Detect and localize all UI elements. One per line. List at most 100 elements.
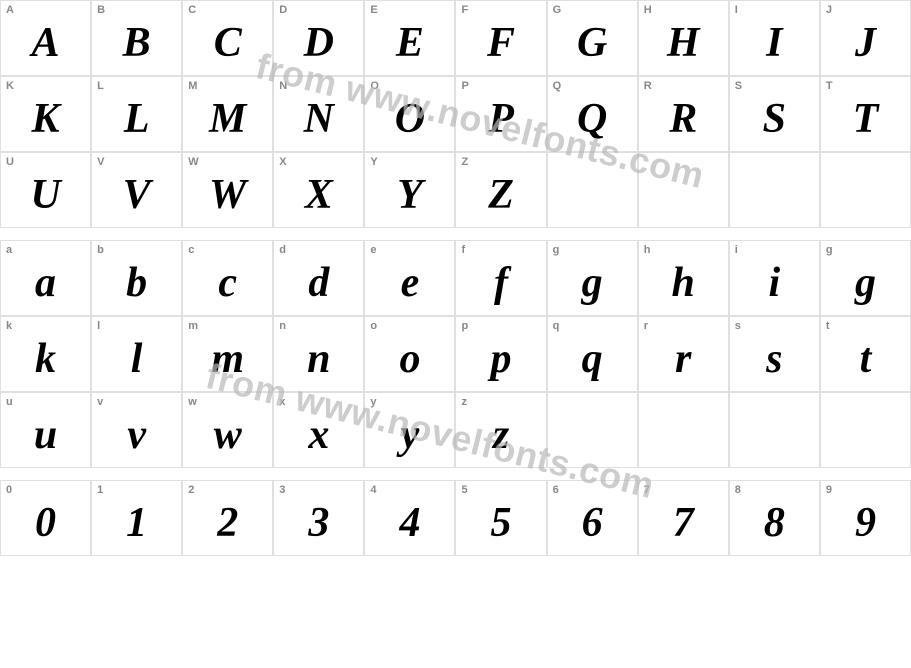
cell-glyph: X [305, 171, 333, 219]
cell-label: U [6, 156, 14, 168]
cell-label: g [553, 244, 560, 256]
cell-label: 4 [370, 484, 376, 496]
cell-glyph: 8 [764, 499, 785, 547]
cell-glyph: k [35, 335, 56, 383]
cell-label: 3 [279, 484, 285, 496]
glyph-cell-empty [547, 392, 638, 468]
cell-label: L [97, 80, 104, 92]
cell-glyph: T [853, 95, 879, 143]
cell-label: W [188, 156, 198, 168]
glyph-cell: aa [0, 240, 91, 316]
glyph-cell: kk [0, 316, 91, 392]
glyph-cell: XX [273, 152, 364, 228]
glyph-cell: PP [455, 76, 546, 152]
cell-label: O [370, 80, 379, 92]
glyph-cell: FF [455, 0, 546, 76]
cell-label: E [370, 4, 377, 16]
cell-label: u [6, 396, 13, 408]
glyph-cell: QQ [547, 76, 638, 152]
glyph-cell: uu [0, 392, 91, 468]
cell-label: V [97, 156, 104, 168]
glyph-cell: 99 [820, 480, 911, 556]
glyph-cell: dd [273, 240, 364, 316]
cell-glyph: d [308, 259, 329, 307]
glyph-cell-empty [820, 152, 911, 228]
cell-label: b [97, 244, 104, 256]
glyph-group-digits: 00112233445566778899 [0, 480, 911, 556]
glyph-cell: ee [364, 240, 455, 316]
cell-glyph: M [209, 95, 246, 143]
glyph-cell: oo [364, 316, 455, 392]
cell-glyph: A [32, 19, 60, 67]
glyph-cell: ww [182, 392, 273, 468]
cell-glyph: w [214, 411, 242, 459]
cell-label: z [461, 396, 467, 408]
glyph-cell: ff [455, 240, 546, 316]
cell-label: v [97, 396, 103, 408]
cell-glyph: G [577, 19, 607, 67]
cell-glyph: x [308, 411, 329, 459]
cell-glyph: g [855, 259, 876, 307]
glyph-cell: 44 [364, 480, 455, 556]
glyph-cell: bb [91, 240, 182, 316]
cell-glyph: r [675, 335, 691, 383]
cell-label: f [461, 244, 465, 256]
cell-label: m [188, 320, 198, 332]
cell-glyph: 3 [308, 499, 329, 547]
glyph-cell: 77 [638, 480, 729, 556]
glyph-cell: zz [455, 392, 546, 468]
cell-glyph: q [582, 335, 603, 383]
cell-glyph: 4 [399, 499, 420, 547]
glyph-cell: OO [364, 76, 455, 152]
cell-label: N [279, 80, 287, 92]
glyph-cell: EE [364, 0, 455, 76]
glyph-cell-empty [729, 392, 820, 468]
cell-label: H [644, 4, 652, 16]
cell-glyph: b [126, 259, 147, 307]
cell-label: w [188, 396, 197, 408]
cell-glyph: J [855, 19, 876, 67]
cell-glyph: 7 [673, 499, 694, 547]
cell-glyph: K [32, 95, 60, 143]
cell-glyph: o [399, 335, 420, 383]
glyph-cell: TT [820, 76, 911, 152]
cell-label: 1 [97, 484, 103, 496]
glyph-cell-empty [547, 152, 638, 228]
cell-glyph: t [860, 335, 872, 383]
cell-glyph: i [769, 259, 781, 307]
cell-label: i [735, 244, 738, 256]
glyph-cell: AA [0, 0, 91, 76]
cell-label: S [735, 80, 742, 92]
glyph-cell: 00 [0, 480, 91, 556]
cell-glyph: 9 [855, 499, 876, 547]
cell-glyph: H [667, 19, 700, 67]
cell-glyph: g [582, 259, 603, 307]
glyph-cell: rr [638, 316, 729, 392]
glyph-cell-empty [729, 152, 820, 228]
cell-glyph: L [124, 95, 150, 143]
glyph-cell: 11 [91, 480, 182, 556]
cell-glyph: C [214, 19, 242, 67]
cell-label: d [279, 244, 286, 256]
glyph-cell: HH [638, 0, 729, 76]
cell-label: p [461, 320, 468, 332]
cell-glyph: 5 [491, 499, 512, 547]
glyph-group-lowercase: aabbccddeeffgghhiiggkkllmmnnooppqqrrsstt… [0, 240, 911, 468]
glyph-cell: 66 [547, 480, 638, 556]
glyph-cell: 33 [273, 480, 364, 556]
cell-label: I [735, 4, 738, 16]
glyph-cell: 22 [182, 480, 273, 556]
glyph-cell: gg [820, 240, 911, 316]
cell-label: q [553, 320, 560, 332]
glyph-cell: CC [182, 0, 273, 76]
cell-label: 6 [553, 484, 559, 496]
cell-glyph: E [396, 19, 424, 67]
group-spacer [0, 228, 911, 240]
cell-label: G [553, 4, 562, 16]
cell-label: J [826, 4, 832, 16]
cell-label: n [279, 320, 286, 332]
cell-label: Q [553, 80, 562, 92]
cell-label: o [370, 320, 377, 332]
cell-glyph: 1 [126, 499, 147, 547]
cell-label: A [6, 4, 14, 16]
